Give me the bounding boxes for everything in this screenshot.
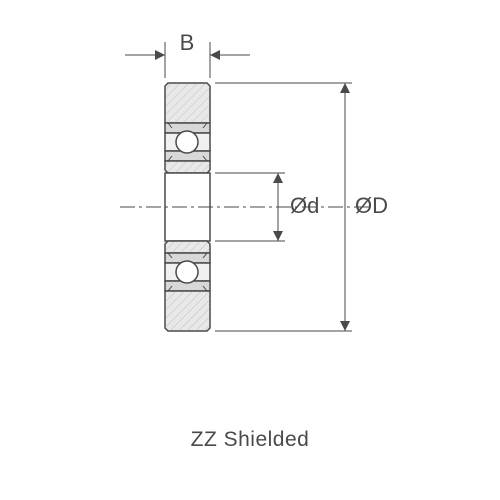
label-width: B xyxy=(180,30,195,55)
diagram-caption: ZZ Shielded xyxy=(0,428,500,452)
dimension-b: B xyxy=(125,30,250,78)
bearing-diagram: B Ød ØD xyxy=(0,0,500,500)
label-outer-diameter: ØD xyxy=(355,193,388,218)
label-inner-diameter: Ød xyxy=(290,193,319,218)
bearing-svg: B Ød ØD xyxy=(0,0,500,500)
